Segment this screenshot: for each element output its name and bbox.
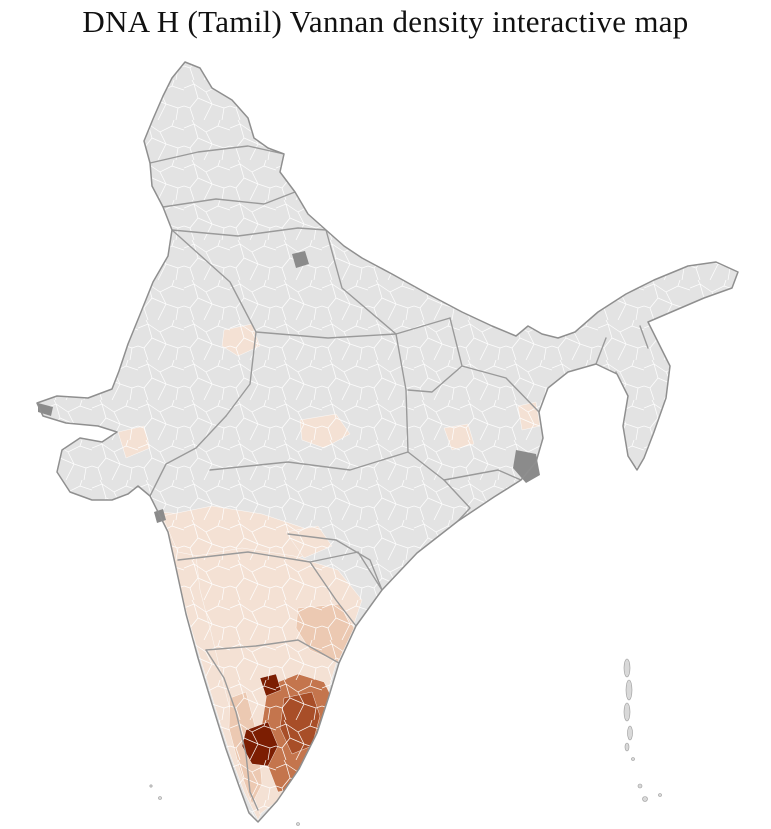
islands [149, 658, 662, 826]
island-shape[interactable] [631, 757, 635, 761]
state-border-line [205, 639, 340, 664]
state-border-line [209, 451, 409, 471]
island-shape[interactable] [642, 796, 648, 802]
state-border-line [171, 227, 327, 237]
island-shape[interactable] [296, 822, 300, 826]
district-boundaries [37, 62, 738, 822]
urban-districts [38, 251, 540, 523]
island-shape[interactable] [624, 742, 630, 752]
state-border-line [325, 229, 397, 335]
island-shape[interactable] [623, 658, 631, 678]
island-shape[interactable] [658, 793, 662, 797]
state-border-line [395, 333, 409, 453]
state-border-line [149, 145, 285, 164]
island-shape[interactable] [625, 679, 633, 701]
state-border-line [162, 191, 296, 208]
island-shape[interactable] [158, 796, 162, 800]
state-border-line [309, 561, 357, 627]
island-shape[interactable] [623, 702, 631, 722]
state-border-line [407, 365, 463, 393]
state-border-line [443, 469, 522, 481]
urban-district-delhi[interactable] [292, 251, 309, 268]
state-border-line [287, 533, 383, 591]
state-border-line [255, 317, 451, 339]
state-border-line [449, 317, 540, 413]
island-shape[interactable] [637, 783, 643, 789]
state-border-line [149, 415, 227, 497]
state-border-line [407, 451, 471, 522]
page-title: DNA H (Tamil) Vannan density interactive… [82, 4, 689, 39]
urban-district-kolkata[interactable] [513, 450, 540, 483]
island-shape[interactable] [149, 784, 153, 788]
island-shape[interactable] [627, 725, 633, 741]
state-border-line [205, 649, 259, 811]
state-borders [149, 145, 649, 811]
